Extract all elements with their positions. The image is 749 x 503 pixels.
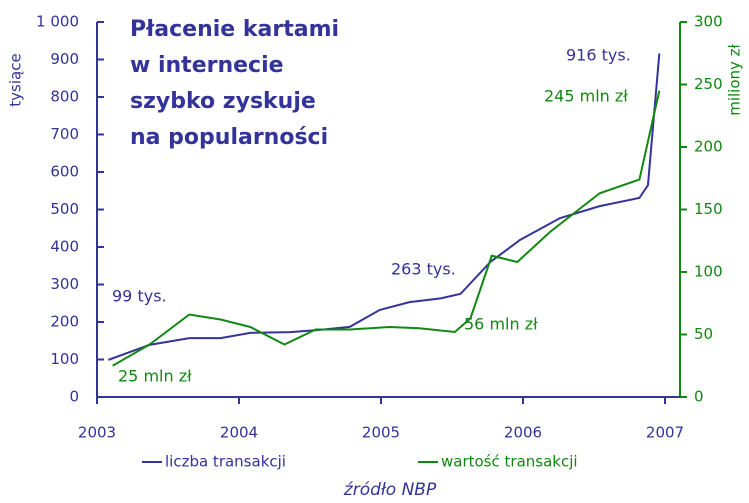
y-tick-label: 600 [50,163,79,181]
y-tick-label: 700 [50,125,79,143]
y2-tick-label: 50 [694,325,713,343]
x-tick-label: 2003 [78,424,116,442]
chart-title: szybko zyskuje [130,89,316,114]
legend-label: wartość transakcji [441,453,578,471]
y-tick-label: 400 [50,238,79,256]
y2-axis-label: miliony zł [726,43,744,115]
y-tick-label: 500 [50,200,79,218]
y2-tick-label: 250 [694,75,723,93]
x-tick-label: 2007 [646,424,684,442]
y-tick-label: 200 [50,313,79,331]
y-tick-label: 0 [69,388,79,406]
series-line [112,90,661,367]
y2-tick-label: 300 [694,13,723,31]
x-tick-label: 2004 [220,424,258,442]
x-tick-label: 2005 [362,424,400,442]
y2-tick-label: 100 [694,263,723,281]
annotation: 263 tys. [391,260,456,279]
y2-tick-label: 150 [694,200,723,218]
chart-title: na popularności [130,125,328,150]
annotation: 25 mln zł [118,367,192,386]
chart-title: Płacenie kartami [130,17,339,42]
legend-label: liczba transakcji [165,453,286,471]
y-tick-label: 1 000 [36,13,79,31]
series-line [108,53,661,361]
y-tick-label: 800 [50,88,79,106]
source: źródło NBP [343,480,437,500]
x-tick-label: 2006 [504,424,542,442]
annotation: 99 tys. [112,287,167,306]
annotation: 245 mln zł [544,87,628,106]
y2-tick-label: 0 [694,388,704,406]
y-tick-label: 100 [50,350,79,368]
chart-title: w internecie [130,53,284,78]
y-tick-label: 900 [50,50,79,68]
annotation: 56 mln zł [464,315,538,334]
y-tick-label: 300 [50,275,79,293]
annotation: 916 tys. [566,46,631,65]
y-axis-label: tysiące [7,53,25,106]
y2-tick-label: 200 [694,138,723,156]
